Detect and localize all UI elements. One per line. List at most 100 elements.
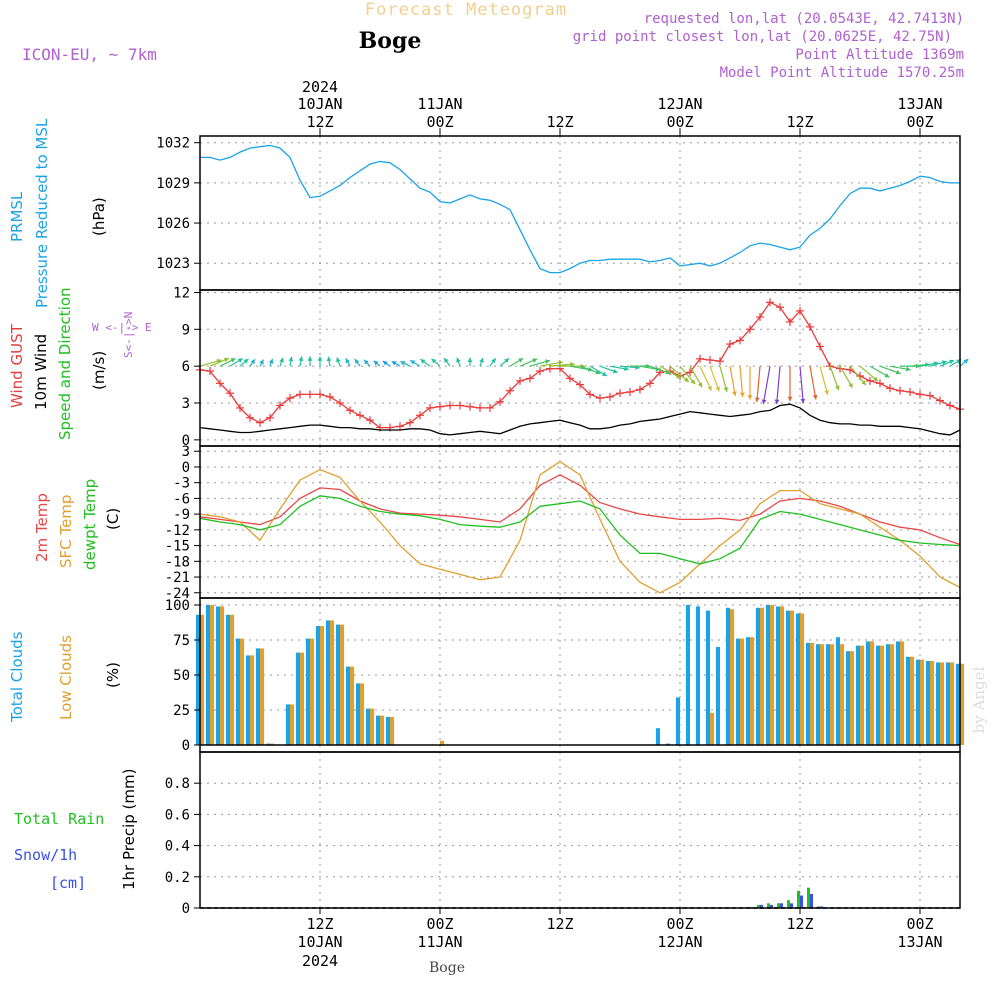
gust-marker: [946, 401, 954, 410]
gust-marker: [216, 379, 224, 388]
bar-total-clouds: [795, 613, 800, 745]
requested-coords: requested lon,lat (20.0543E, 42.7413N): [644, 11, 964, 27]
svg-text:PRMSL: PRMSL: [8, 191, 26, 242]
precip-tick-label: 0.8: [165, 776, 190, 792]
bar-low-clouds: [880, 645, 885, 745]
svg-text:2m Temp: 2m Temp: [33, 493, 51, 562]
bar-low-clouds: [810, 642, 815, 745]
gust-marker: [446, 401, 454, 410]
bar-total-clouds: [885, 644, 890, 745]
wind-arrow: [307, 356, 313, 367]
bar-low-clouds: [800, 613, 805, 745]
gust-marker: [486, 403, 494, 412]
bar-total-clouds: [365, 708, 370, 745]
gust-marker: [866, 376, 874, 385]
gridpoint-coords: grid point closest lon,lat (20.0625E, 42…: [573, 29, 952, 45]
temperature-tick-label: 0: [182, 460, 190, 476]
wind-arrow: [354, 358, 361, 367]
wind-arrow: [809, 366, 818, 400]
clouds-tick-label: 50: [173, 668, 190, 684]
wind-arrow: [761, 366, 771, 405]
wind-arrow: [479, 357, 484, 367]
bar-low-clouds: [260, 648, 265, 745]
bar-total-clouds: [205, 605, 210, 745]
bar-total-clouds: [715, 647, 720, 745]
series-line-2m-temp: [199, 474, 961, 546]
bottom-time-label: 00Z: [426, 915, 453, 933]
location-name: Boge: [359, 28, 422, 54]
bar-total-clouds: [285, 704, 290, 745]
temperature-tick-label: -21: [165, 570, 190, 586]
bar-total-clouds: [915, 659, 920, 745]
gust-marker: [606, 392, 614, 401]
bar-low-clouds: [710, 712, 715, 745]
wind-arrow: [879, 365, 901, 375]
gust-marker: [886, 384, 894, 393]
wind-arrow: [599, 365, 618, 374]
bar-total-clouds: [295, 652, 300, 745]
bar-snow-h: [770, 904, 773, 908]
bar-low-clouds: [910, 656, 915, 745]
bar-low-clouds: [370, 708, 375, 745]
bar-low-clouds: [730, 609, 735, 745]
bar-total-clouds: [875, 645, 880, 745]
gust-marker: [566, 374, 574, 383]
wind-arrow: [729, 366, 737, 397]
top-time-label: 12Z: [306, 113, 333, 131]
bar-total-clouds: [385, 717, 390, 745]
wind-arrow: [499, 357, 510, 367]
bottom-time-label: 00Z: [906, 915, 933, 933]
top-time-label: 12Z: [786, 113, 813, 131]
bar-total-clouds: [335, 624, 340, 745]
bar-low-clouds: [290, 704, 295, 745]
wind-arrow: [859, 365, 879, 382]
svg-text:(hPa): (hPa): [90, 197, 108, 236]
gust-marker: [296, 390, 304, 399]
svg-text:(C): (C): [104, 508, 122, 530]
bar-low-clouds: [840, 644, 845, 745]
bar-snow-h: [820, 906, 823, 908]
gust-marker: [816, 342, 824, 351]
bar-total-clouds: [685, 605, 690, 745]
bar-low-clouds: [960, 663, 965, 745]
top-time-label: 00Z: [906, 113, 933, 131]
wind-arrow: [869, 365, 890, 378]
gust-marker: [356, 411, 364, 420]
bar-total-clouds: [925, 661, 930, 745]
bar-total-clouds: [225, 614, 230, 745]
temperature-tick-label: -9: [173, 507, 190, 523]
wind-arrow: [669, 365, 690, 383]
bar-total-clouds: [905, 656, 910, 745]
bar-low-clouds: [790, 610, 795, 745]
bar-low-clouds: [320, 626, 325, 745]
gust-marker: [466, 402, 474, 411]
bar-total-clouds: [375, 715, 380, 745]
gust-marker: [716, 357, 724, 366]
pressure-tick-label: 1023: [156, 256, 190, 272]
gust-marker: [806, 322, 814, 331]
wind-arrow: [431, 358, 441, 367]
bar-low-clouds: [210, 605, 215, 745]
bottom-time-label: 11JAN: [417, 933, 462, 951]
bar-low-clouds: [200, 614, 205, 745]
wind-arrow: [849, 365, 867, 386]
bar-low-clouds: [920, 659, 925, 745]
wind-tick-label: 12: [173, 285, 190, 301]
pressure-tick-label: 1026: [156, 216, 190, 232]
wind-arrow: [539, 360, 564, 367]
meteogram-title: Forecast Meteogram: [365, 0, 567, 20]
wind-arrow: [298, 356, 304, 367]
bar-total-clouds: [325, 620, 330, 745]
bar-total-clouds: [755, 607, 760, 745]
bar-low-clouds: [930, 661, 935, 745]
temperature-tick-label: -12: [165, 523, 190, 539]
gust-marker: [286, 394, 294, 403]
bottom-time-label: 13JAN: [897, 933, 942, 951]
wind-arrow: [709, 365, 720, 392]
temperature-tick-label: -18: [165, 554, 190, 570]
temperature-tick-label: 3: [182, 444, 190, 460]
bar-low-clouds: [380, 715, 385, 745]
gust-marker: [406, 418, 414, 427]
wind-arrow: [249, 358, 256, 367]
bar-total-rain: [797, 890, 800, 908]
